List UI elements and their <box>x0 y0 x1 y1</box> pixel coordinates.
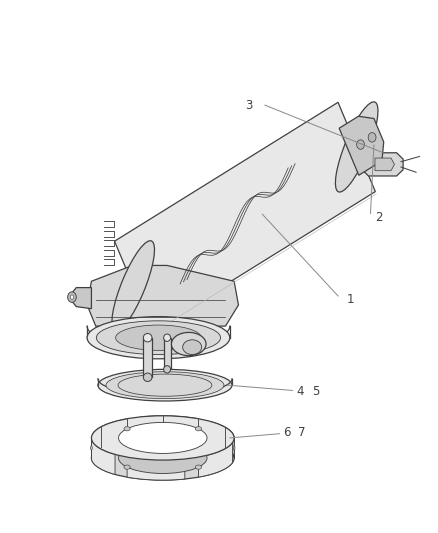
Text: 1: 1 <box>346 293 354 306</box>
Polygon shape <box>68 288 92 309</box>
Ellipse shape <box>91 446 92 450</box>
Text: 7: 7 <box>298 426 306 439</box>
Ellipse shape <box>124 426 130 431</box>
Ellipse shape <box>87 317 230 359</box>
Circle shape <box>357 140 364 149</box>
Ellipse shape <box>96 321 221 354</box>
Ellipse shape <box>171 333 206 356</box>
Ellipse shape <box>112 241 155 331</box>
Polygon shape <box>92 438 115 474</box>
Ellipse shape <box>98 369 232 401</box>
Ellipse shape <box>336 102 378 192</box>
Bar <box>143 338 152 377</box>
Ellipse shape <box>116 325 201 350</box>
Polygon shape <box>127 457 185 480</box>
Ellipse shape <box>164 334 170 342</box>
Circle shape <box>368 133 376 142</box>
Text: 2: 2 <box>375 211 383 224</box>
Polygon shape <box>198 442 233 477</box>
Ellipse shape <box>164 366 170 373</box>
Text: 5: 5 <box>312 385 319 398</box>
Ellipse shape <box>124 465 130 469</box>
Ellipse shape <box>106 372 224 399</box>
Ellipse shape <box>195 426 201 431</box>
Ellipse shape <box>183 340 202 354</box>
Ellipse shape <box>143 373 152 382</box>
Ellipse shape <box>119 423 207 454</box>
Polygon shape <box>141 416 198 439</box>
Polygon shape <box>93 419 127 454</box>
Polygon shape <box>362 153 403 176</box>
Polygon shape <box>211 422 234 458</box>
Polygon shape <box>339 116 384 175</box>
Polygon shape <box>87 265 238 326</box>
Bar <box>164 338 170 369</box>
Text: 4: 4 <box>296 385 304 398</box>
Ellipse shape <box>118 374 212 396</box>
Ellipse shape <box>92 436 234 480</box>
Ellipse shape <box>233 446 235 450</box>
Polygon shape <box>375 158 395 171</box>
Ellipse shape <box>143 334 152 342</box>
Circle shape <box>67 292 76 302</box>
Ellipse shape <box>119 442 207 473</box>
Polygon shape <box>115 102 375 330</box>
Circle shape <box>70 295 74 299</box>
Ellipse shape <box>92 416 234 460</box>
Text: 3: 3 <box>246 99 253 112</box>
Ellipse shape <box>195 465 201 469</box>
Text: 6: 6 <box>283 426 290 439</box>
